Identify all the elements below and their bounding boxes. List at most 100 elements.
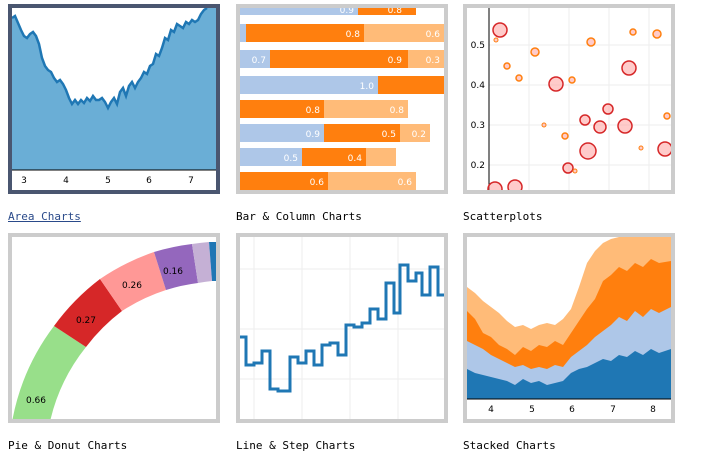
bar-label: 0.2 — [412, 130, 426, 140]
line-gridlines — [240, 237, 444, 419]
stacked-chart-thumbnail[interactable]: 4 5 6 7 8 — [463, 233, 675, 423]
bar-label: 0.9 — [388, 56, 403, 66]
scatter-point — [503, 62, 511, 70]
area-chart-axis-band — [12, 170, 216, 190]
scatter-point — [579, 142, 597, 160]
pie-chart-graphic: 0.66 0.27 0.26 0.16 — [12, 241, 216, 419]
donut-slice — [209, 241, 216, 281]
bar — [378, 76, 444, 94]
scatterplot-thumbnail[interactable]: 0.5 0.4 0.3 0.2 — [463, 4, 675, 194]
bar — [364, 24, 444, 42]
bar-label: 0.8 — [346, 30, 361, 40]
bar-label: 0.8 — [390, 106, 405, 116]
scatter-point — [657, 141, 671, 157]
bar-charts-tile[interactable]: 0.9 0.8 0.8 0.6 0.7 0.9 0.3 1.0 0.8 0.8 — [236, 4, 448, 223]
scatter-point — [602, 103, 614, 115]
scatter-tick: 0.4 — [471, 81, 486, 91]
area-chart-thumbnail[interactable]: 3 4 5 6 7 — [8, 4, 220, 194]
scatter-point — [530, 47, 540, 57]
scatter-point — [492, 22, 508, 38]
scatter-point — [593, 120, 607, 134]
bar — [408, 50, 444, 68]
pie-charts-tile[interactable]: 0.66 0.27 0.26 0.16 Pie & Donut Charts — [8, 233, 220, 452]
scatter-point — [572, 168, 578, 174]
scatter-point — [561, 132, 569, 140]
bar — [324, 100, 408, 118]
scatter-point — [507, 179, 523, 190]
scatter-tick: 0.5 — [471, 41, 485, 51]
scatter-point — [617, 118, 633, 134]
stacked-tick: 8 — [650, 405, 656, 415]
scatter-gridlines — [489, 8, 671, 190]
bar-chart-thumbnail[interactable]: 0.9 0.8 0.8 0.6 0.7 0.9 0.3 1.0 0.8 0.8 — [236, 4, 448, 194]
scatterplots-tile[interactable]: 0.5 0.4 0.3 0.2 — [463, 4, 675, 223]
bar — [302, 148, 366, 166]
line-chart-thumbnail[interactable] — [236, 233, 448, 423]
bar-label: 0.4 — [348, 154, 363, 164]
bar-chart-graphic: 0.9 0.8 0.8 0.6 0.7 0.9 0.3 1.0 0.8 0.8 — [240, 8, 444, 190]
bar-label: 0.6 — [398, 178, 413, 188]
scatter-points — [487, 22, 671, 190]
stacked-axis-band — [467, 399, 671, 419]
bar-label: 0.8 — [388, 8, 403, 16]
scatterplots-link[interactable]: Scatterplots — [463, 210, 543, 223]
scatter-point — [638, 145, 644, 151]
donut-label: 0.26 — [122, 281, 142, 291]
donut-slice — [192, 242, 212, 283]
area-tick: 3 — [21, 176, 27, 186]
scatter-point — [621, 60, 637, 76]
step-line — [240, 263, 444, 393]
donut-slice — [100, 252, 166, 311]
pie-charts-link[interactable]: Pie & Donut Charts — [8, 439, 128, 452]
scatter-point — [515, 74, 523, 82]
bar-label: 0.9 — [306, 130, 321, 140]
bar — [240, 100, 324, 118]
bar — [400, 124, 430, 142]
bar-label: 0.7 — [252, 56, 266, 66]
bar — [324, 124, 400, 142]
donut-slice — [154, 244, 198, 290]
stacked-charts-tile[interactable]: 4 5 6 7 8 Stacked Charts — [463, 233, 675, 452]
scatter-point — [568, 76, 576, 84]
area-charts-link[interactable]: Area Charts — [8, 210, 81, 223]
scatter-point — [562, 162, 574, 174]
donut-label: 0.66 — [26, 396, 46, 406]
bar — [366, 148, 396, 166]
scatter-point — [548, 76, 564, 92]
scatter-point — [663, 112, 671, 120]
stacked-chart-graphic: 4 5 6 7 8 — [467, 237, 671, 419]
area-chart-line — [12, 8, 208, 111]
scatter-point — [652, 29, 662, 39]
bar-label: 0.5 — [284, 154, 298, 164]
bar-charts-link[interactable]: Bar & Column Charts — [236, 210, 362, 223]
area-chart-graphic: 3 4 5 6 7 — [12, 8, 216, 190]
area-charts-tile[interactable]: 3 4 5 6 7 Area Charts — [8, 4, 220, 223]
bar-label: 0.6 — [310, 178, 325, 188]
area-tick: 5 — [105, 176, 111, 186]
scatter-point — [586, 37, 596, 47]
scatter-point — [541, 122, 547, 128]
bar — [240, 124, 324, 142]
donut-slice — [12, 326, 86, 419]
bar-label: 0.9 — [340, 8, 355, 16]
scatter-tick: 0.2 — [471, 161, 485, 171]
line-charts-link[interactable]: Line & Step Charts — [236, 439, 356, 452]
bar-label: 0.6 — [426, 30, 441, 40]
line-charts-tile[interactable]: Line & Step Charts — [236, 233, 448, 452]
stacked-charts-link[interactable]: Stacked Charts — [463, 439, 556, 452]
bar — [240, 24, 246, 42]
bar — [246, 24, 364, 42]
donut-slice — [54, 279, 122, 347]
scatterplot-graphic: 0.5 0.4 0.3 0.2 — [471, 8, 671, 190]
stacked-tick: 4 — [488, 405, 494, 415]
stacked-tick: 5 — [529, 405, 535, 415]
bar — [270, 50, 408, 68]
pie-chart-thumbnail[interactable]: 0.66 0.27 0.26 0.16 — [8, 233, 220, 423]
bar — [240, 148, 302, 166]
scatter-point — [579, 114, 591, 126]
donut-label: 0.16 — [163, 267, 183, 277]
line-chart-graphic — [240, 237, 444, 419]
bar — [240, 76, 378, 94]
bar-label: 1.0 — [360, 82, 375, 92]
area-tick: 4 — [63, 176, 69, 186]
